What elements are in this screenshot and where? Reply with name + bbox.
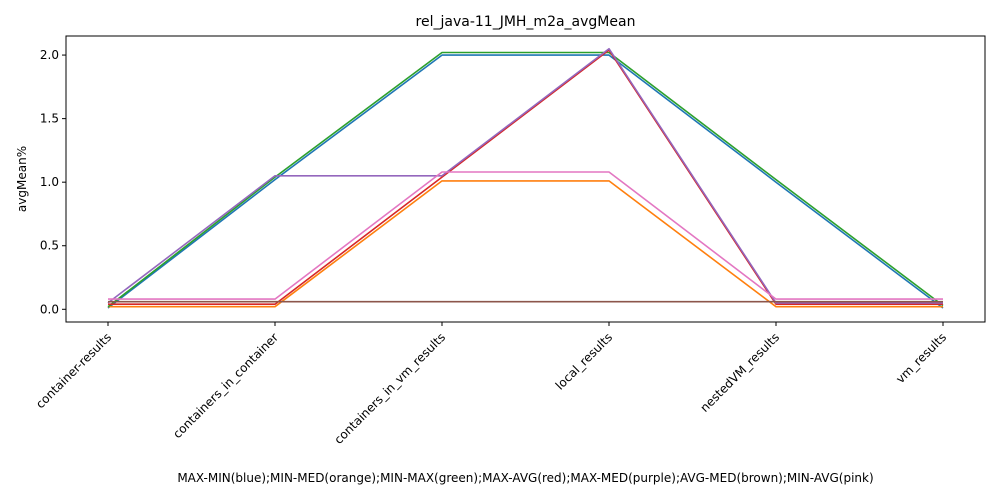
y-tick-label: 1.5 xyxy=(40,112,59,126)
x-tick-label: containers_in_vm_results xyxy=(331,330,448,447)
y-tick-label: 0.5 xyxy=(40,239,59,253)
x-tick-label: containers_in_container xyxy=(170,330,281,441)
x-axis-label: MAX-MIN(blue);MIN-MED(orange);MIN-MAX(gr… xyxy=(177,471,873,485)
chart-title: rel_java-11_JMH_m2a_avgMean xyxy=(416,14,636,30)
y-tick-label: 1.0 xyxy=(40,175,59,189)
x-axis: container-results containers_in_container… xyxy=(33,322,949,447)
x-tick-label: nestedVM_results xyxy=(697,330,782,415)
series-line-2 xyxy=(107,51,944,308)
y-tick-label: 2.0 xyxy=(40,48,59,62)
series-line-3 xyxy=(108,49,943,306)
series-line-1 xyxy=(108,180,943,308)
series-line-4 xyxy=(107,47,943,304)
series-line-0 xyxy=(107,54,944,309)
series-layer xyxy=(107,47,944,309)
x-tick-label: vm_results xyxy=(893,330,949,386)
y-axis-label: avgMean% xyxy=(15,146,29,212)
plot-area-frame xyxy=(65,35,986,323)
series-line-6 xyxy=(108,171,943,300)
y-axis: 0.0 0.5 1.0 1.5 2.0 xyxy=(40,48,66,316)
x-tick-label: container-results xyxy=(33,330,114,411)
x-tick-label: local_results xyxy=(553,330,615,392)
y-tick-label: 0.0 xyxy=(40,302,59,316)
